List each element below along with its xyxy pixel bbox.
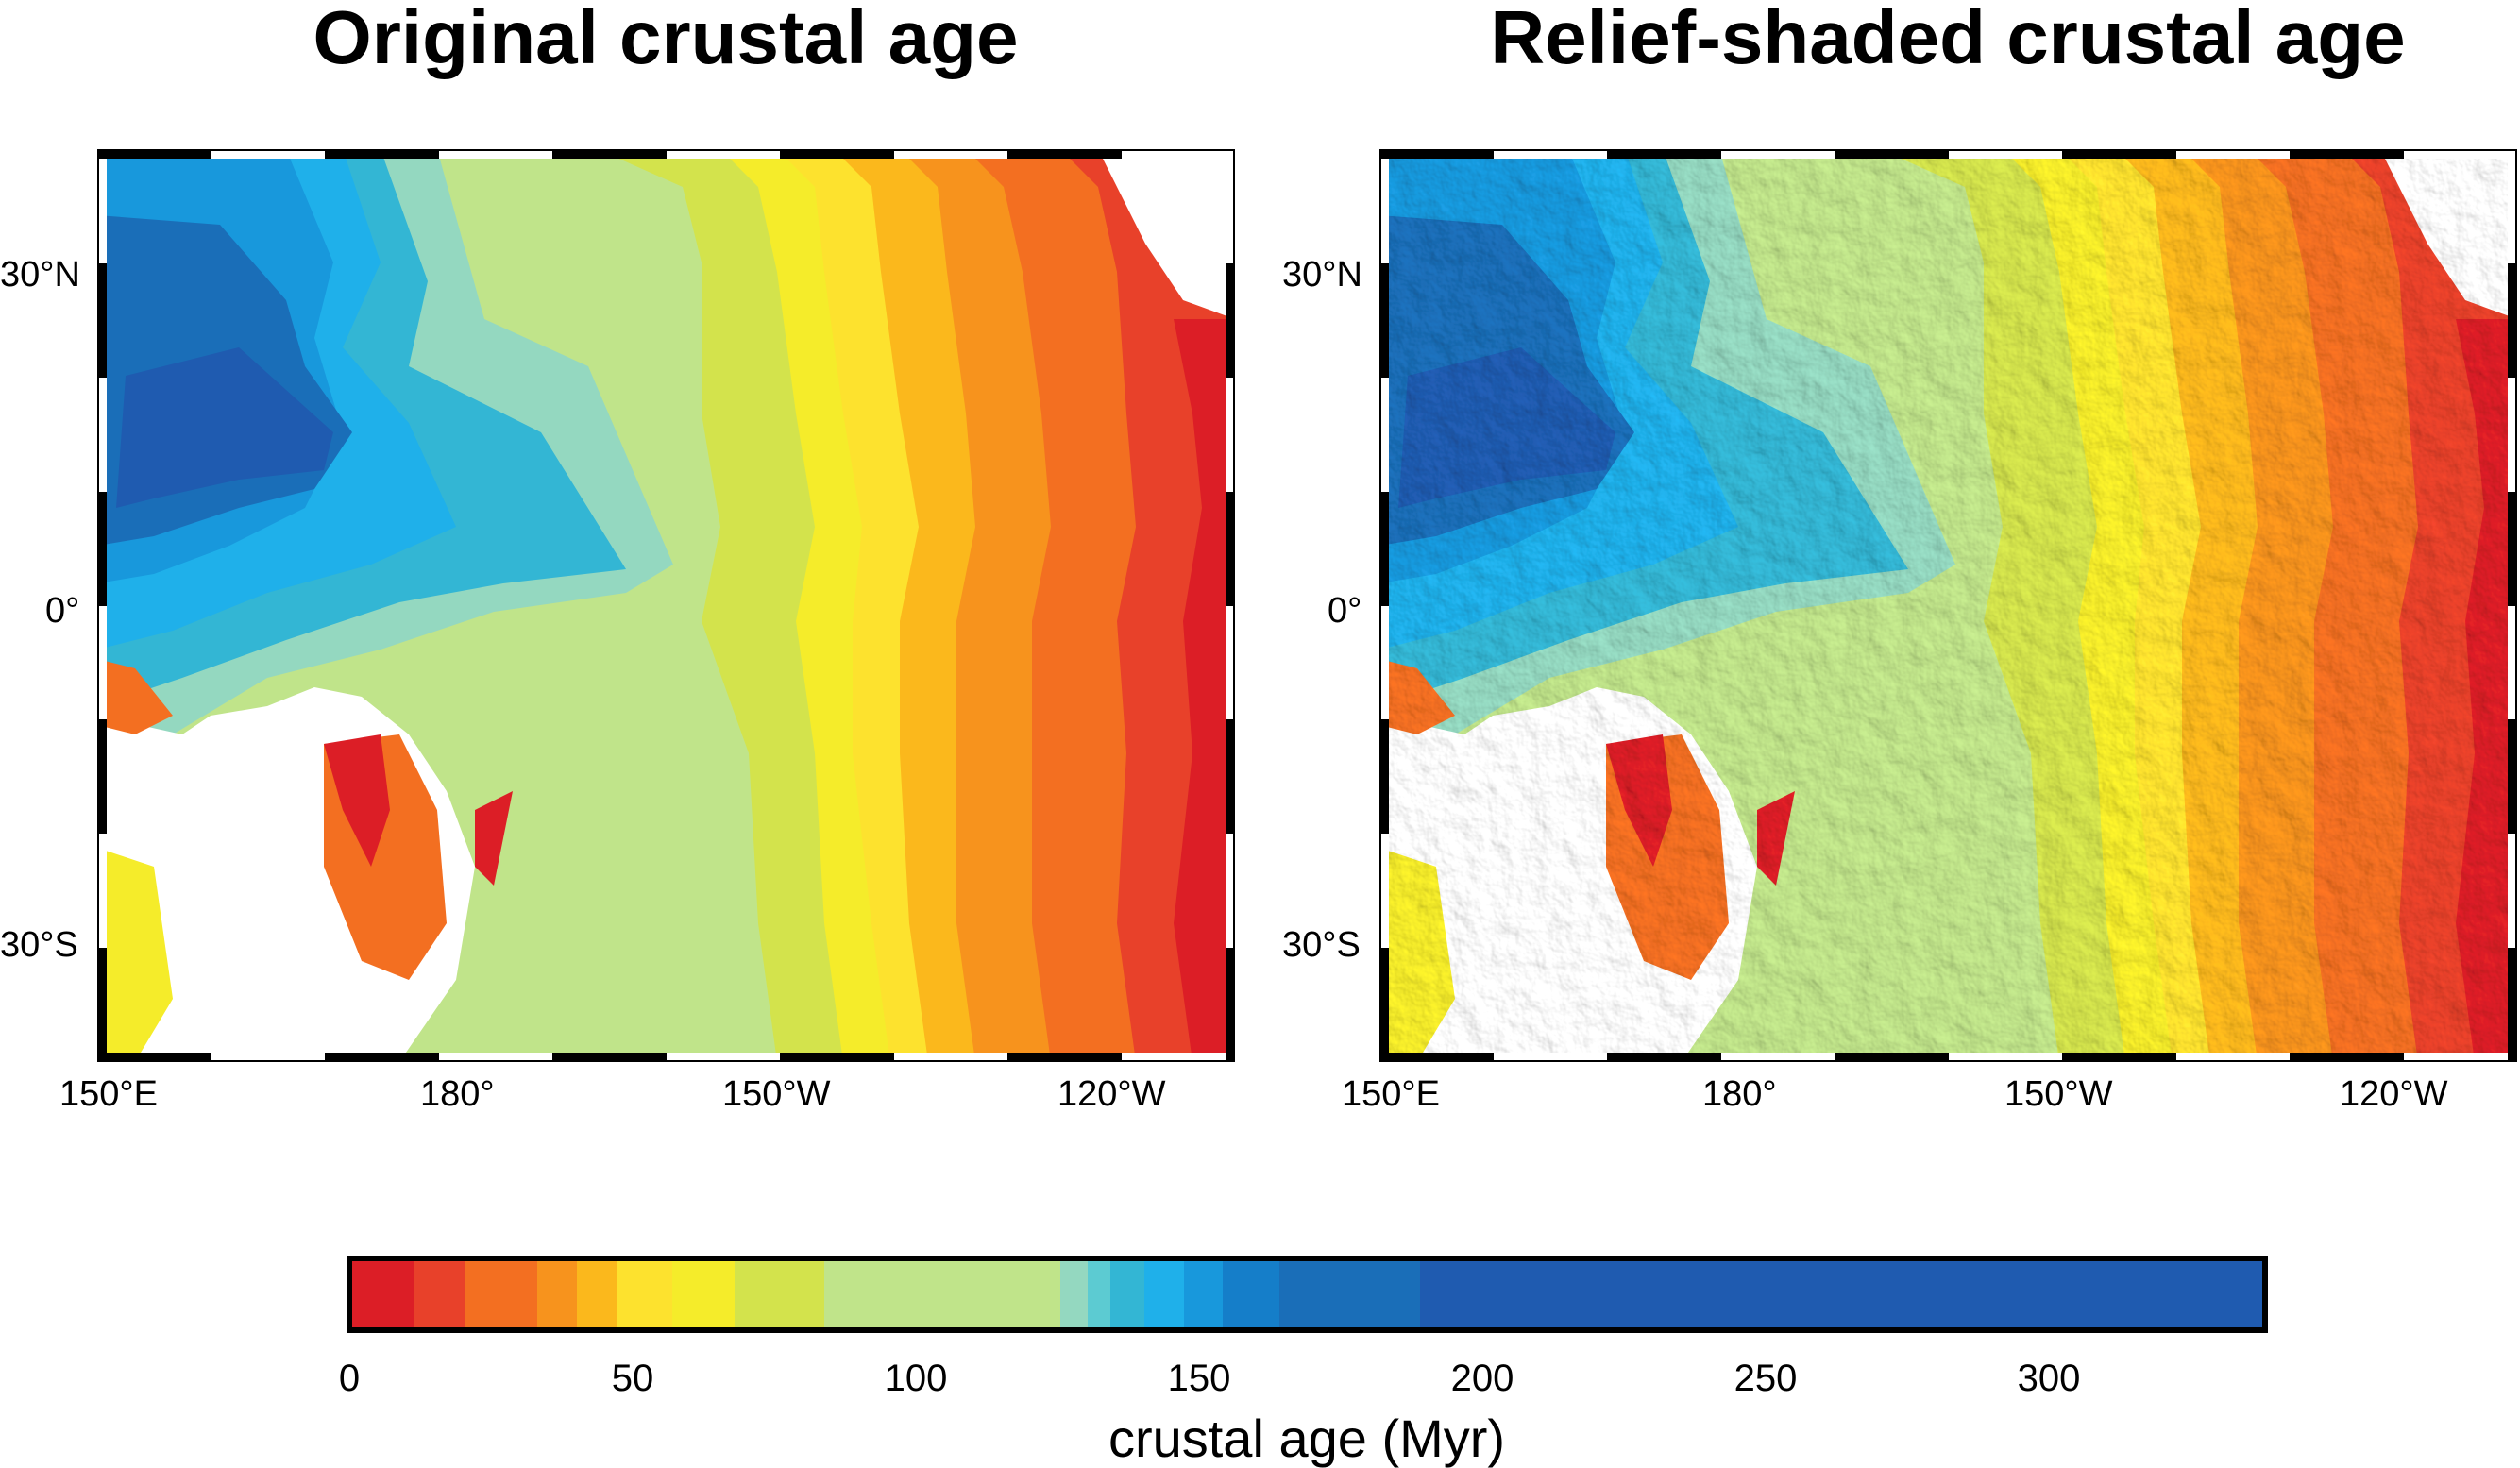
- lat-label-30n-a: 30°N: [0, 255, 80, 295]
- colorbar-title: crustal age (Myr): [1108, 1409, 1506, 1468]
- frame-tick: [2508, 491, 2517, 606]
- frame-tick: [97, 948, 107, 1062]
- frame-tick: [97, 719, 107, 835]
- lon-label-150e-a: 150°E: [59, 1074, 158, 1114]
- colorbar-segment-6: [672, 1261, 735, 1327]
- frame-tick: [1835, 1053, 1949, 1062]
- basin-5: [107, 661, 173, 734]
- lat-label-0-a: 0°: [45, 591, 80, 631]
- basin-4: [107, 851, 173, 1053]
- frame-tick: [325, 1053, 439, 1062]
- colorbar-segment-10: [1088, 1261, 1111, 1327]
- frame-tick: [2508, 262, 2517, 378]
- colorbar-segment-0: [352, 1261, 414, 1327]
- frame-tick: [2062, 149, 2176, 159]
- lon-label-150w-b: 150°W: [2004, 1074, 2113, 1114]
- lon-label-180-b: 180°: [1702, 1074, 1777, 1114]
- frame-tick: [2508, 948, 2517, 1062]
- colorbar-segment-16: [1419, 1261, 2263, 1327]
- frame-tick: [1007, 1053, 1122, 1062]
- frame-tick: [2062, 1053, 2176, 1062]
- colorbar-segment-15: [1278, 1261, 1420, 1327]
- colorbar-segment-14: [1223, 1261, 1279, 1327]
- colorbar-segment-13: [1183, 1261, 1224, 1327]
- frame-tick: [1226, 948, 1235, 1062]
- age-region-old-6: [116, 347, 333, 508]
- lat-label-30s-b: 30°S: [1282, 925, 1361, 965]
- frame-tick: [97, 491, 107, 606]
- colorbar-segment-12: [1143, 1261, 1184, 1327]
- colorbar-segment-3: [537, 1261, 577, 1327]
- colorbar-tick-250: 250: [1734, 1358, 1798, 1399]
- map-shaded: [1389, 159, 2508, 1053]
- frame-tick: [780, 1053, 894, 1062]
- colorbar: [347, 1256, 2268, 1333]
- lat-label-30n-b: 30°N: [1282, 255, 1362, 295]
- panel-title-original: Original crustal age: [313, 0, 1019, 79]
- frame-tick: [1607, 149, 1721, 159]
- frame-tick: [1379, 1053, 1494, 1062]
- colorbar-segment-9: [1059, 1261, 1089, 1327]
- colorbar-segment-11: [1110, 1261, 1144, 1327]
- panel-title-shaded: Relief-shaded crustal age: [1490, 0, 2406, 79]
- frame-tick: [1379, 262, 1389, 378]
- frame-tick: [97, 149, 211, 159]
- frame-tick: [780, 149, 894, 159]
- colorbar-segment-7: [734, 1261, 824, 1327]
- colorbar-tick-300: 300: [2017, 1358, 2081, 1399]
- frame-tick: [1007, 149, 1122, 159]
- lon-label-150w-a: 150°W: [722, 1074, 831, 1114]
- lon-label-180-a: 180°: [420, 1074, 495, 1114]
- colorbar-tick-100: 100: [884, 1358, 948, 1399]
- frame-tick: [1607, 1053, 1721, 1062]
- map-frame-original: [97, 149, 1235, 1062]
- colorbar-segment-5: [616, 1261, 673, 1327]
- colorbar-segment-8: [823, 1261, 1060, 1327]
- colorbar-segment-2: [465, 1261, 538, 1327]
- frame-tick: [552, 1053, 667, 1062]
- map-panel-original: [97, 149, 1235, 1062]
- frame-tick: [1379, 719, 1389, 835]
- colorbar-tick-50: 50: [611, 1358, 654, 1399]
- map-original: [107, 159, 1226, 1053]
- map-frame-shaded: [1379, 149, 2517, 1062]
- lon-label-120w-a: 120°W: [1057, 1074, 1166, 1114]
- lon-label-150e-b: 150°E: [1342, 1074, 1440, 1114]
- frame-tick: [1226, 491, 1235, 606]
- colorbar-tick-200: 200: [1450, 1358, 1514, 1399]
- colorbar-segment-4: [577, 1261, 617, 1327]
- frame-tick: [2290, 149, 2404, 159]
- frame-tick: [1379, 948, 1389, 1062]
- frame-tick: [552, 149, 667, 159]
- frame-tick: [1226, 262, 1235, 378]
- frame-tick: [1379, 149, 1494, 159]
- frame-tick: [97, 1053, 211, 1062]
- basin-3: [475, 791, 513, 886]
- basin-2: [324, 734, 390, 867]
- lon-label-120w-b: 120°W: [2340, 1074, 2448, 1114]
- map-panel-shaded: [1379, 149, 2517, 1062]
- colorbar-tick-150: 150: [1167, 1358, 1231, 1399]
- lat-label-30s-a: 30°S: [0, 925, 78, 965]
- frame-tick: [1379, 491, 1389, 606]
- frame-tick: [1226, 719, 1235, 835]
- frame-tick: [2508, 719, 2517, 835]
- lat-label-0-b: 0°: [1328, 591, 1362, 631]
- frame-tick: [1835, 149, 1949, 159]
- frame-tick: [2290, 1053, 2404, 1062]
- colorbar-segment-1: [414, 1261, 465, 1327]
- age-band-0: [1174, 319, 1226, 1053]
- colorbar-tick-0: 0: [338, 1358, 361, 1399]
- frame-tick: [97, 262, 107, 378]
- landmass-north-america: [1103, 159, 1226, 316]
- frame-tick: [325, 149, 439, 159]
